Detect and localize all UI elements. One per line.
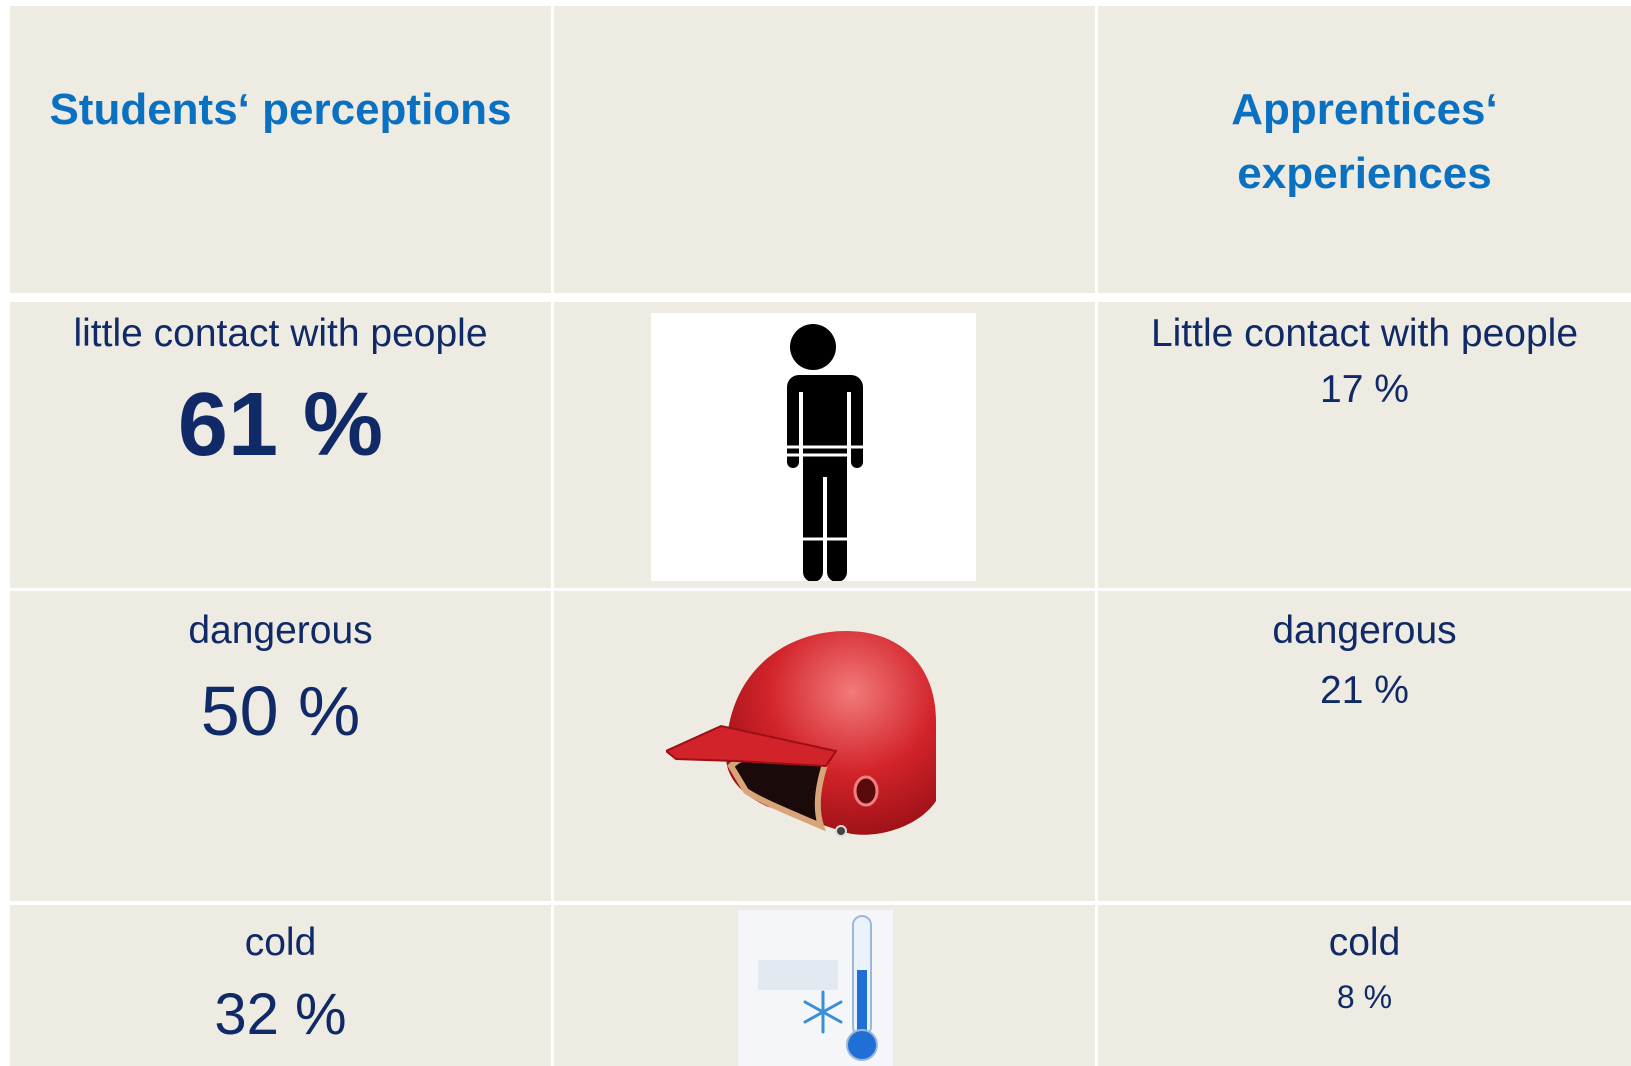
cell: cold 32 % [10,905,551,1066]
cell [554,905,1095,1066]
label: cold [1328,921,1401,964]
value: 61 % [177,375,384,475]
value: 50 % [200,672,361,750]
value: 32 % [214,982,347,1047]
cell: dangerous 21 % [1098,591,1631,901]
header-cell: Students‘ perceptions [10,6,551,293]
header-right: Apprentices‘ experiences [1231,85,1498,198]
cell: Little contact with people 17 % [1098,302,1631,588]
value: 21 % [1320,669,1409,712]
cell [554,302,1095,588]
value: 8 % [1336,979,1393,1015]
header-cell [554,6,1095,293]
label: dangerous [188,609,373,652]
label: cold [244,921,317,964]
cell: little contact with people 61 % [10,302,551,588]
header-cell: Apprentices‘ experiences [1098,6,1631,293]
label: Little contact with people [1150,312,1579,355]
header-left: Students‘ perceptions [49,85,512,134]
person-icon [651,313,976,581]
label: little contact with people [73,312,488,355]
helmet-icon [666,631,936,837]
value: 17 % [1320,368,1409,411]
thermometer-icon [738,910,893,1066]
label: dangerous [1272,609,1457,652]
cell: cold 8 % [1098,905,1631,1066]
cell [554,591,1095,901]
cell: dangerous 50 % [10,591,551,901]
